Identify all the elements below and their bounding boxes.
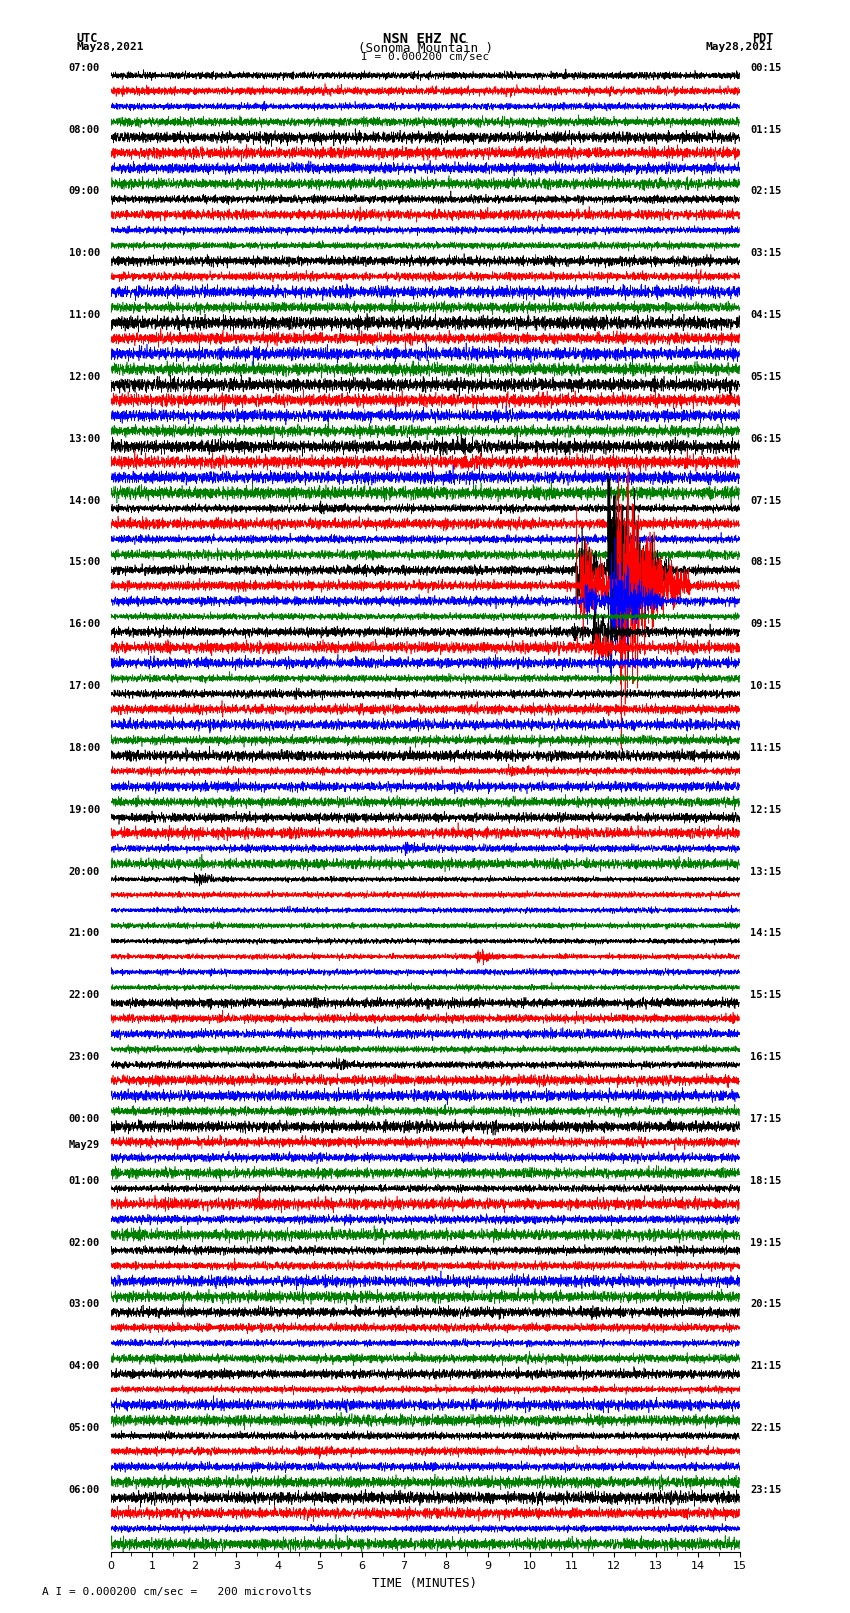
Text: 15:15: 15:15	[750, 990, 781, 1000]
Text: 08:15: 08:15	[750, 558, 781, 568]
Text: I = 0.000200 cm/sec: I = 0.000200 cm/sec	[361, 52, 489, 61]
Text: 11:00: 11:00	[69, 310, 100, 319]
Text: 04:15: 04:15	[750, 310, 781, 319]
Text: 10:15: 10:15	[750, 681, 781, 690]
Text: 10:00: 10:00	[69, 248, 100, 258]
Text: 17:00: 17:00	[69, 681, 100, 690]
Text: 14:00: 14:00	[69, 495, 100, 505]
Text: 22:00: 22:00	[69, 990, 100, 1000]
Text: 05:15: 05:15	[750, 373, 781, 382]
Text: A I = 0.000200 cm/sec =   200 microvolts: A I = 0.000200 cm/sec = 200 microvolts	[42, 1587, 313, 1597]
Text: UTC: UTC	[76, 32, 98, 45]
Text: 21:00: 21:00	[69, 929, 100, 939]
Text: 04:00: 04:00	[69, 1361, 100, 1371]
Text: 14:15: 14:15	[750, 929, 781, 939]
Text: 00:15: 00:15	[750, 63, 781, 73]
Text: 16:00: 16:00	[69, 619, 100, 629]
Text: 19:00: 19:00	[69, 805, 100, 815]
X-axis label: TIME (MINUTES): TIME (MINUTES)	[372, 1578, 478, 1590]
Text: 08:00: 08:00	[69, 124, 100, 134]
Text: 11:15: 11:15	[750, 744, 781, 753]
Text: 12:15: 12:15	[750, 805, 781, 815]
Text: 01:15: 01:15	[750, 124, 781, 134]
Text: 17:15: 17:15	[750, 1115, 781, 1124]
Text: 23:15: 23:15	[750, 1486, 781, 1495]
Text: 13:15: 13:15	[750, 866, 781, 876]
Text: PDT: PDT	[752, 32, 774, 45]
Text: 20:00: 20:00	[69, 866, 100, 876]
Text: (Sonoma Mountain ): (Sonoma Mountain )	[358, 42, 492, 55]
Text: 13:00: 13:00	[69, 434, 100, 444]
Text: May28,2021: May28,2021	[706, 42, 774, 52]
Text: 06:15: 06:15	[750, 434, 781, 444]
Text: 22:15: 22:15	[750, 1423, 781, 1432]
Text: 21:15: 21:15	[750, 1361, 781, 1371]
Text: 18:15: 18:15	[750, 1176, 781, 1186]
Text: May28,2021: May28,2021	[76, 42, 144, 52]
Text: 19:15: 19:15	[750, 1237, 781, 1247]
Text: 07:00: 07:00	[69, 63, 100, 73]
Text: 09:00: 09:00	[69, 187, 100, 197]
Text: 02:00: 02:00	[69, 1237, 100, 1247]
Text: 20:15: 20:15	[750, 1300, 781, 1310]
Text: 06:00: 06:00	[69, 1486, 100, 1495]
Text: 16:15: 16:15	[750, 1052, 781, 1061]
Text: 05:00: 05:00	[69, 1423, 100, 1432]
Text: 03:15: 03:15	[750, 248, 781, 258]
Text: May29: May29	[69, 1140, 100, 1150]
Text: 09:15: 09:15	[750, 619, 781, 629]
Text: 15:00: 15:00	[69, 558, 100, 568]
Text: NSN EHZ NC: NSN EHZ NC	[383, 32, 467, 47]
Text: 18:00: 18:00	[69, 744, 100, 753]
Text: 23:00: 23:00	[69, 1052, 100, 1061]
Text: 00:00: 00:00	[69, 1115, 100, 1124]
Text: 03:00: 03:00	[69, 1300, 100, 1310]
Text: 01:00: 01:00	[69, 1176, 100, 1186]
Text: 02:15: 02:15	[750, 187, 781, 197]
Text: 12:00: 12:00	[69, 373, 100, 382]
Text: 07:15: 07:15	[750, 495, 781, 505]
